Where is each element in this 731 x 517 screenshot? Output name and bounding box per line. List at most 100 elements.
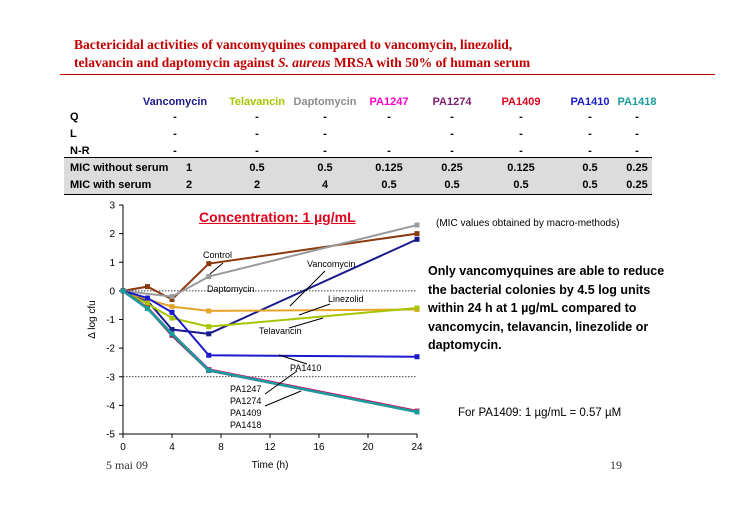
column-header-pa1274: PA1274 [432, 96, 472, 108]
table-cell: - [588, 145, 592, 157]
title-divider [60, 74, 715, 75]
y-tick-label: -4 [106, 401, 115, 412]
table-cell: 0.5 [381, 179, 397, 191]
data-point-pa1418 [145, 306, 150, 312]
annotation-arrow [209, 262, 224, 275]
table-cell: - [635, 111, 639, 123]
data-point-pa1418 [169, 331, 175, 337]
annotation-linezolid: Linezolid [328, 294, 364, 304]
x-tick-label: 8 [218, 442, 224, 453]
table-cell: - [173, 145, 177, 157]
conclusion-text: Only vancomyquines are able to reduce th… [428, 264, 665, 352]
column-header-pa1409: PA1409 [501, 96, 541, 108]
table-cell: - [635, 128, 639, 140]
title-line-1: Bactericidal activities of vancomyquines… [74, 37, 513, 52]
table-cell: - [323, 128, 327, 140]
table-cell: - [323, 111, 327, 123]
table-cell: - [519, 128, 523, 140]
row-label: MIC without serum [70, 162, 169, 174]
table-cell: - [387, 145, 391, 157]
footer-date: 5 mai 09 [106, 458, 148, 472]
y-tick-label: 0 [109, 286, 115, 297]
slide-title: Bactericidal activities of vancomyquines… [74, 36, 674, 72]
x-tick-label: 4 [169, 442, 175, 453]
table-cell: 0.125 [507, 162, 535, 174]
mic-highlight-box [64, 157, 652, 195]
series-line-control [122, 232, 418, 301]
data-point-control [414, 231, 420, 237]
column-header-vancomycin: Vancomycin [142, 96, 208, 108]
data-point-pa1418 [414, 409, 420, 415]
data-point-telavancin [414, 305, 420, 311]
data-point-control [169, 296, 175, 302]
column-header-daptomycin: Daptomycin [293, 96, 357, 108]
y-tick-label: -3 [106, 372, 115, 383]
annotation-arrow [289, 270, 326, 307]
y-tick-label: 2 [109, 229, 115, 240]
data-point-linezolid [169, 304, 175, 310]
series-line-vancomycin [122, 238, 418, 335]
row-label: L [70, 128, 77, 140]
data-point-daptomycin [206, 274, 212, 280]
data-point-pa1418 [206, 367, 212, 373]
table-cell: 0.5 [513, 179, 529, 191]
table-cell: 0.25 [441, 162, 463, 174]
data-point-telavancin [206, 324, 212, 330]
table-cell: 0.25 [626, 179, 648, 191]
annotation-arrow [264, 370, 298, 395]
table-cell: - [173, 111, 177, 123]
time-kill-chart: 3 2 1 0 -1 -2 -3 -4 -5 0 4 8 12 16 20 24 Time (h) Δ log c… [87, 201, 423, 472]
table-cell: 0.25 [626, 162, 648, 174]
annotation-arrow [264, 390, 302, 407]
column-header-pa1247: PA1247 [369, 96, 409, 108]
table-cell: 0.5 [582, 179, 598, 191]
table-cell: - [519, 145, 523, 157]
table-cell: - [450, 128, 454, 140]
series-line-daptomycin [122, 224, 418, 298]
data-point-pa1418 [120, 288, 126, 294]
table-cell: - [588, 111, 592, 123]
x-tick-label: 0 [120, 442, 126, 453]
table-cell: 0.5 [582, 162, 598, 174]
data-point-control [145, 284, 150, 290]
table-cell: 0.125 [375, 162, 403, 174]
table-cell: 0.5 [317, 162, 333, 174]
y-tick-label: 1 [109, 258, 115, 269]
table-cell: 2 [185, 179, 193, 191]
table-cell: - [255, 145, 259, 157]
series-line-linezolid [122, 289, 418, 312]
data-point-telavancin [145, 301, 150, 307]
data-point-telavancin [169, 315, 175, 321]
annotation-vancomycin: Vancomycin [307, 259, 355, 269]
table-cell: - [255, 111, 259, 123]
table-cell: 0.5 [249, 162, 265, 174]
data-point-pa1410 [169, 309, 175, 315]
data-point-linezolid [206, 308, 212, 314]
row-label: N-R [70, 145, 90, 157]
row-label: MIC with serum [70, 179, 152, 191]
table-cell: - [387, 111, 391, 123]
x-tick-label: 16 [313, 442, 325, 453]
annotation-control: Control [203, 250, 232, 260]
y-tick-label: -1 [106, 315, 115, 326]
annotation-arrow [298, 303, 331, 316]
concentration-title: Concentration: 1 µg/mL [199, 209, 356, 225]
annotation-pa1274: PA1274 [230, 396, 261, 406]
mic-method-note: (MIC values obtained by macro-methods) [436, 218, 620, 229]
table-cell: - [635, 145, 639, 157]
data-point-control [206, 261, 212, 267]
table-cell: - [450, 111, 454, 123]
y-tick-label: 3 [109, 201, 115, 212]
annotation-pa1418: PA1418 [230, 420, 261, 430]
footer-page-number: 19 [610, 458, 622, 472]
data-point-vancomycin [169, 327, 175, 333]
data-point-daptomycin [169, 294, 175, 300]
table-cell: 1 [185, 162, 193, 174]
table-cell: - [519, 111, 523, 123]
column-header-pa1418: PA1418 [617, 96, 657, 108]
annotation-arrow [288, 317, 324, 329]
x-tick-label: 12 [264, 442, 276, 453]
data-point-pa1410 [414, 354, 420, 360]
data-point-pa1410 [145, 295, 150, 301]
annotation-pa1410: PA1410 [290, 363, 321, 373]
